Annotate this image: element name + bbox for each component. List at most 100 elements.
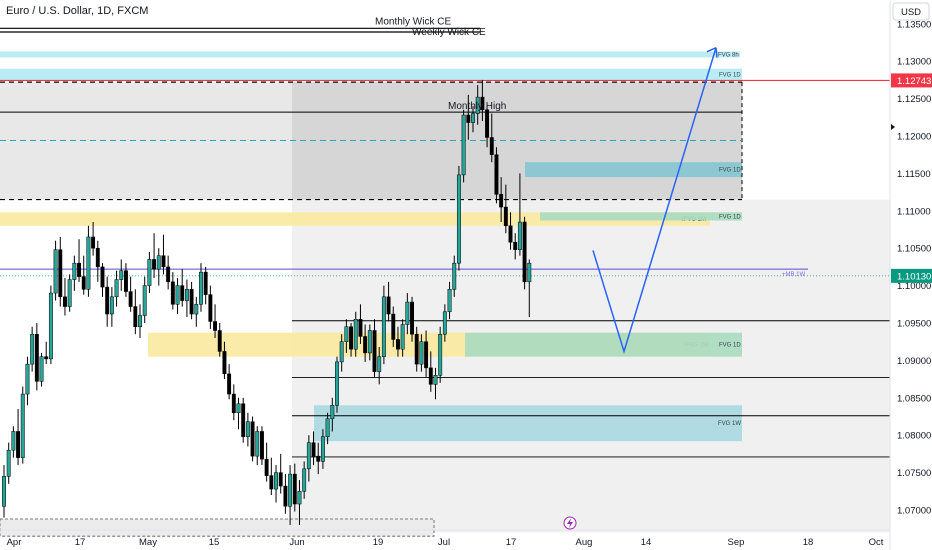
candle-body (152, 259, 157, 270)
zone-fvg-1d-upper (525, 162, 742, 178)
candle (306, 435, 311, 482)
time-axis[interactable]: Apr 17 May 15 Jun 19 Jul 17 Aug 14 Sep 18 Oct (7, 537, 884, 548)
candle (264, 442, 269, 482)
price-label-high-level (891, 73, 932, 88)
candle (405, 293, 410, 335)
weekly-wick-ce-label: Weekly Wick CE (412, 27, 486, 38)
bottom-dashed-box (0, 518, 435, 537)
candle (508, 212, 513, 250)
price-label-last-price (891, 268, 932, 283)
candle-body (189, 289, 194, 315)
x-tick-label: Sep (728, 537, 745, 548)
candle-body (358, 319, 363, 337)
candle (367, 324, 372, 361)
x-tick-label: Jun (289, 537, 304, 548)
candle-body (63, 296, 67, 307)
x-tick-label: Apr (7, 537, 22, 548)
candle (161, 234, 166, 275)
candle (494, 147, 499, 204)
candle (166, 255, 171, 290)
candle-body (461, 114, 466, 176)
projection-path[interactable] (592, 47, 717, 354)
candle-body (180, 285, 185, 301)
candle-body (339, 341, 344, 363)
candle-body (217, 330, 222, 352)
candle (274, 465, 278, 503)
candle (503, 184, 508, 234)
candle-body (86, 236, 91, 290)
candle-body (424, 341, 429, 369)
candle-body (480, 96, 485, 111)
candle-body (353, 319, 358, 350)
candle-body (325, 418, 330, 437)
candle-body (166, 266, 171, 283)
candle-body (16, 431, 21, 458)
candle-body (419, 341, 424, 365)
candle (199, 263, 203, 312)
mb-1w-label: +MB 1W (782, 272, 806, 278)
x-tick-label: May (139, 537, 157, 548)
candle-body (428, 367, 433, 385)
candle (133, 289, 138, 335)
candle-body (123, 270, 128, 292)
y-tick-label: 1.10500 (897, 244, 931, 255)
candle (316, 442, 321, 475)
zone-fvg-1d-mid (540, 212, 742, 221)
candle (499, 177, 504, 223)
y-tick-label: 1.13000 (897, 57, 931, 68)
x-tick-label: 14 (641, 537, 652, 548)
chart-title: Euro / U.S. Dollar, 1D, FXCM (6, 5, 148, 17)
candle (2, 465, 6, 518)
candle (67, 274, 72, 312)
candle-body (161, 255, 166, 268)
x-tick-label: 18 (803, 537, 814, 548)
candle (72, 255, 77, 291)
candle-body (297, 491, 302, 505)
candle-body (91, 236, 96, 249)
candle (138, 304, 142, 338)
candle (91, 222, 96, 256)
y-tick-label: 1.09500 (897, 319, 931, 330)
price-axis[interactable]: 1.07000 1.07500 1.08000 1.08500 1.09000 1.095… (891, 19, 932, 517)
candle (283, 474, 288, 514)
candle-body (330, 405, 335, 419)
candle (142, 276, 147, 323)
x-tick-label: 17 (75, 537, 86, 548)
candle (414, 326, 419, 372)
y-tick-label: 1.11000 (897, 206, 931, 217)
candle (485, 106, 490, 148)
candle-body (522, 221, 527, 283)
y-tick-label: 1.08500 (897, 393, 931, 404)
candle-body (39, 356, 44, 382)
candle (353, 311, 358, 357)
candle-body (34, 333, 39, 382)
candle (123, 263, 128, 297)
candle (184, 279, 189, 318)
candle-body (203, 271, 208, 295)
candle (39, 352, 44, 387)
axis-marker-icon (891, 124, 895, 131)
candle-body (503, 206, 508, 227)
candle (358, 304, 363, 344)
candle-body (438, 333, 443, 376)
currency-button[interactable] (892, 2, 930, 21)
candle-body (194, 304, 199, 315)
zone-label-fvg-8h: FVG 8h (718, 52, 739, 58)
candle-body (260, 431, 264, 460)
candle (466, 94, 471, 140)
candle-body (44, 356, 49, 360)
candle (330, 397, 335, 432)
candle-body (58, 249, 63, 298)
candle (269, 457, 274, 496)
candle (222, 341, 227, 380)
lightning-icon[interactable] (563, 516, 577, 530)
candle-body (405, 301, 410, 325)
x-tick-label: 15 (209, 537, 220, 548)
candle-body (109, 296, 114, 315)
candle (480, 79, 485, 122)
candle-body (114, 279, 119, 298)
y-tick-label: 1.10000 (897, 281, 931, 292)
